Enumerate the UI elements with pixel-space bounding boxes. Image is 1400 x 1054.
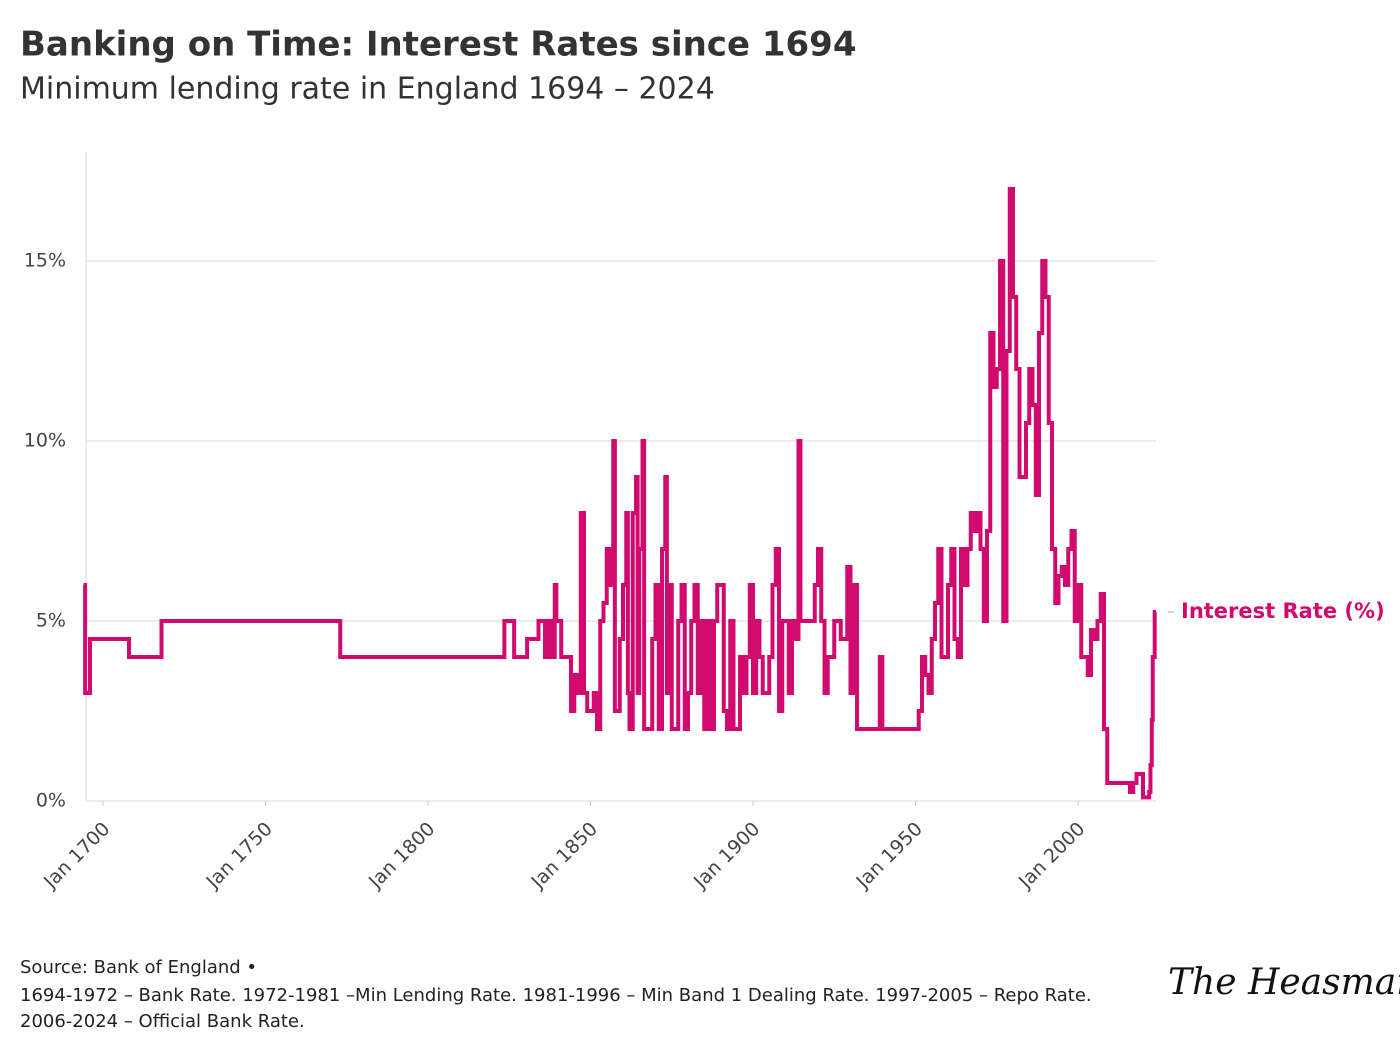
y-tick-label: 5% [36,610,66,632]
source: Source: Bank of England • [20,957,257,978]
note: 1694-1972 – Bank Rate. 1972-1981 –Min Le… [20,985,1092,1006]
x-tick-label: Jan 1950 [851,818,926,893]
x-tick-label: Jan 1800 [364,818,439,893]
signature: The Heasman [1168,962,1400,1003]
y-tick-label: 0% [36,790,66,812]
note: 2006-2024 – Official Bank Rate. [20,1011,305,1032]
x-tick-label: Jan 1700 [39,818,114,893]
series-label: Interest Rate (%) [1181,599,1385,623]
x-tick-label: Jan 1850 [526,818,601,893]
x-tick-label: Jan 2000 [1014,818,1089,893]
y-tick-label: 10% [24,430,66,452]
y-tick-label: 15% [24,250,66,272]
x-tick-label: Jan 1750 [201,818,276,893]
x-tick-label: Jan 1900 [689,818,764,893]
chart-subtitle: Minimum lending rate in England 1694 – 2… [20,72,715,107]
chart-title: Banking on Time: Interest Rates since 16… [20,25,857,65]
data-line [83,187,1157,800]
